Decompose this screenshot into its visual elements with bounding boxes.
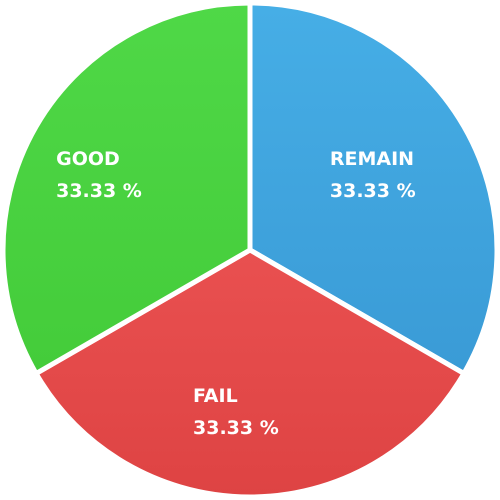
slice-label-good: GOOD bbox=[56, 148, 120, 170]
slice-label-fail: FAIL bbox=[193, 385, 238, 407]
pie-slice-remain bbox=[247, 0, 500, 376]
pie-slice-fail bbox=[33, 247, 467, 500]
pie-labels: REMAIN 33.33 % FAIL 33.33 % GOOD 33.33 % bbox=[56, 148, 416, 439]
slice-value-fail: 33.33 % bbox=[193, 417, 279, 439]
slice-value-remain: 33.33 % bbox=[330, 180, 416, 202]
pie-slice-good bbox=[0, 0, 253, 376]
slice-label-remain: REMAIN bbox=[330, 148, 414, 170]
slice-value-good: 33.33 % bbox=[56, 180, 142, 202]
